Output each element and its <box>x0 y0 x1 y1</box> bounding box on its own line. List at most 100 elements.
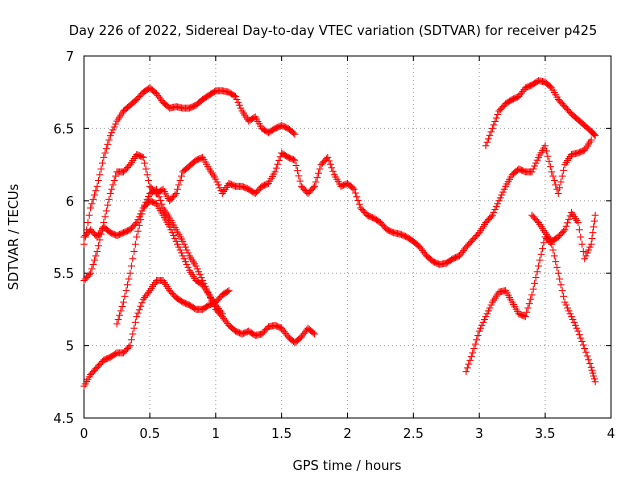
data-point <box>214 181 222 189</box>
tick-layer: 0 0.5 1 1.5 2 2.5 3 3.5 4 4.5 5 5.5 6 6.5 7 <box>53 50 615 442</box>
data-point <box>533 156 541 164</box>
data-point <box>309 329 317 337</box>
x-tick-label: 0.5 <box>140 427 161 442</box>
point-layer <box>80 77 599 390</box>
data-point <box>91 256 99 264</box>
data-point <box>138 299 146 307</box>
data-point <box>135 306 143 314</box>
data-point <box>471 340 479 348</box>
data-point <box>181 243 189 251</box>
data-point <box>482 313 490 321</box>
data-point <box>541 142 549 150</box>
data-point <box>112 120 120 128</box>
data-point <box>577 233 585 241</box>
data-point <box>129 255 137 263</box>
data-point <box>328 164 336 172</box>
data-point <box>488 211 496 219</box>
data-point <box>524 304 532 312</box>
data-point <box>486 131 494 139</box>
data-point <box>537 250 545 258</box>
data-point <box>525 300 533 308</box>
data-point <box>105 195 113 203</box>
series-arc-b <box>80 136 595 284</box>
data-point <box>499 188 507 196</box>
data-point <box>550 252 558 260</box>
data-point <box>589 229 597 237</box>
data-point <box>478 321 486 329</box>
data-point <box>544 152 552 160</box>
data-point <box>155 193 163 201</box>
data-point <box>192 262 200 270</box>
series-arc-f <box>462 233 599 386</box>
x-tick-label: 2.5 <box>403 427 424 442</box>
x-axis-label: GPS time / hours <box>293 459 402 474</box>
data-point <box>177 249 185 257</box>
data-point <box>311 182 319 190</box>
data-point <box>94 242 102 250</box>
data-point <box>528 291 536 299</box>
data-point <box>521 313 529 321</box>
data-point <box>560 227 568 235</box>
data-point <box>177 172 185 180</box>
data-point <box>578 240 586 248</box>
data-point <box>486 304 494 312</box>
data-point <box>156 197 164 205</box>
data-point <box>590 375 598 383</box>
data-point <box>560 166 568 174</box>
data-point <box>552 258 560 266</box>
data-point <box>586 243 594 251</box>
data-point <box>138 210 146 218</box>
data-point <box>272 164 280 172</box>
data-point <box>122 287 130 295</box>
data-point <box>116 311 124 319</box>
data-point <box>133 313 141 321</box>
data-point <box>540 239 548 247</box>
data-point <box>351 189 359 197</box>
data-point <box>84 219 92 227</box>
data-point <box>127 336 135 344</box>
data-point <box>218 310 226 318</box>
data-point <box>315 169 323 177</box>
data-point <box>106 132 114 140</box>
data-point <box>179 237 187 245</box>
data-point <box>554 269 562 277</box>
data-point <box>89 195 97 203</box>
data-point <box>531 162 539 170</box>
data-point <box>130 324 138 332</box>
data-point <box>291 156 299 164</box>
data-point <box>527 295 535 303</box>
data-point <box>535 262 543 270</box>
data-point <box>184 249 192 257</box>
data-point <box>591 132 599 140</box>
data-point <box>154 189 162 197</box>
data-point <box>529 285 537 293</box>
data-point <box>564 304 572 312</box>
data-point <box>467 353 475 361</box>
data-point <box>123 281 131 289</box>
data-point <box>325 157 333 165</box>
data-point <box>217 308 225 316</box>
x-tick-label: 3.5 <box>535 427 556 442</box>
data-point <box>477 324 485 332</box>
x-tick-label: 3 <box>475 427 483 442</box>
data-point <box>481 316 489 324</box>
data-point <box>88 265 96 273</box>
data-point <box>93 247 101 255</box>
data-point <box>167 226 175 234</box>
data-point <box>463 364 471 372</box>
data-point <box>491 117 499 125</box>
data-point <box>233 95 241 103</box>
data-point <box>234 98 242 106</box>
data-point <box>141 159 149 167</box>
data-point <box>494 200 502 208</box>
data-point <box>216 184 224 192</box>
data-point <box>93 182 101 190</box>
data-point <box>590 131 598 139</box>
x-tick-label: 1.5 <box>271 427 292 442</box>
data-point <box>475 327 483 335</box>
data-point <box>85 271 93 279</box>
data-point <box>531 279 539 287</box>
data-point <box>87 269 95 277</box>
data-point <box>292 161 300 169</box>
data-point <box>104 201 112 209</box>
